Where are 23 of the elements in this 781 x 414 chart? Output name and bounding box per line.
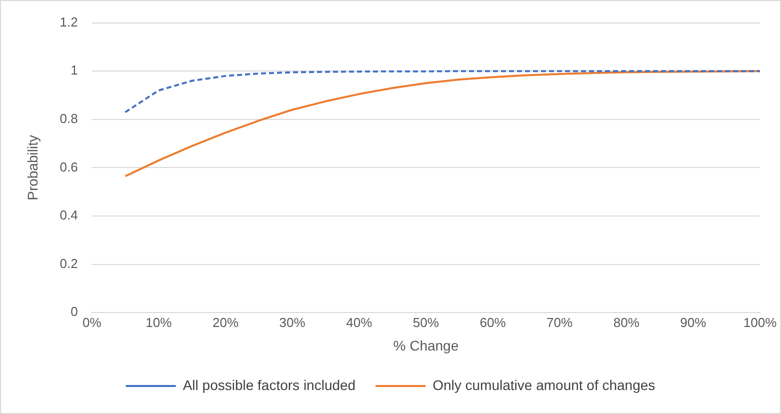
x-tick-label: 0% [82, 314, 102, 330]
x-tick-label: 30% [279, 314, 306, 330]
x-tick-label: 60% [480, 314, 506, 330]
x-tick-label: 50% [412, 314, 440, 330]
y-tick-label: 1.2 [60, 14, 78, 30]
y-tick-label: 0.2 [60, 256, 78, 271]
y-axis-title: Probability [24, 135, 40, 200]
y-tick-label: 0 [70, 304, 78, 320]
y-tick-label: 0.6 [60, 159, 78, 174]
x-tick-label: 70% [546, 314, 574, 330]
x-tick-label: 80% [613, 314, 640, 330]
x-tick-label: 10% [146, 314, 172, 330]
y-tick-label: 0.4 [60, 208, 78, 223]
x-tick-label: 20% [212, 314, 239, 330]
y-tick-label: 1 [70, 62, 78, 78]
legend-label: All possible factors included [182, 376, 356, 393]
x-tick-label: 90% [680, 314, 707, 330]
x-axis-title: % Change [393, 337, 459, 354]
line-series [124, 70, 760, 114]
x-tick-label: 100% [743, 314, 778, 330]
y-tick-label: 0.8 [60, 110, 78, 126]
x-tick-label: 40% [346, 314, 373, 330]
legend-label: Only cumulative amount of changes [432, 376, 656, 393]
